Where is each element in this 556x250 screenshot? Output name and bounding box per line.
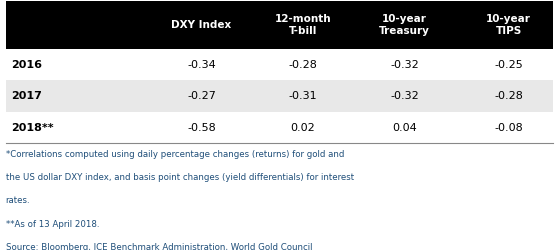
Text: *Correlations computed using daily percentage changes (returns) for gold and: *Correlations computed using daily perce…	[6, 150, 344, 158]
Text: -0.32: -0.32	[390, 91, 419, 101]
Text: -0.25: -0.25	[494, 60, 523, 70]
Text: 0.04: 0.04	[392, 123, 417, 133]
Text: 10-year
TIPS: 10-year TIPS	[486, 14, 531, 36]
Text: 2016: 2016	[11, 60, 42, 70]
Text: **As of 13 April 2018.: **As of 13 April 2018.	[6, 220, 99, 229]
Text: the US dollar DXY index, and basis point changes (yield differentials) for inter: the US dollar DXY index, and basis point…	[6, 173, 354, 182]
Text: -0.31: -0.31	[289, 91, 317, 101]
Text: 2018**: 2018**	[11, 123, 54, 133]
Text: 10-year
Treasury: 10-year Treasury	[379, 14, 430, 36]
Text: 12-month
T-bill: 12-month T-bill	[275, 14, 331, 36]
Text: Source: Bloomberg, ICE Benchmark Administration, World Gold Council: Source: Bloomberg, ICE Benchmark Adminis…	[6, 243, 312, 250]
Text: -0.28: -0.28	[289, 60, 317, 70]
Bar	[6, 49, 553, 80]
Text: 2017: 2017	[11, 91, 42, 101]
Text: rates.: rates.	[6, 196, 30, 205]
Text: -0.58: -0.58	[187, 123, 216, 133]
Text: -0.08: -0.08	[494, 123, 523, 133]
Text: -0.32: -0.32	[390, 60, 419, 70]
Text: 0.02: 0.02	[291, 123, 315, 133]
Bar	[6, 112, 553, 144]
Text: DXY Index: DXY Index	[171, 20, 232, 30]
Text: -0.28: -0.28	[494, 91, 523, 101]
Text: -0.27: -0.27	[187, 91, 216, 101]
Text: -0.34: -0.34	[187, 60, 216, 70]
Bar	[6, 1, 553, 49]
Bar	[6, 80, 553, 112]
